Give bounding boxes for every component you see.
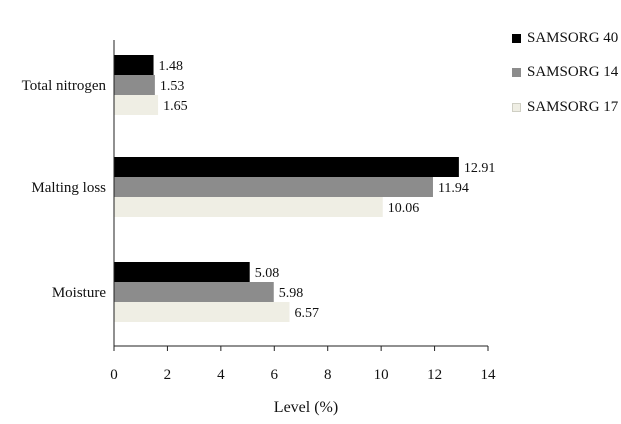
bar-2-0 [114,262,250,282]
bar-0-0 [114,55,154,75]
legend-item-2: SAMSORG 17 [512,99,618,116]
value-labels-layer: 1.48 1.53 1.65 12.91 11.94 10.06 5.085.98 6.57 [159,59,496,321]
x-tick-label-1: 2 [164,367,172,383]
value-label-0-1: 1.53 [160,79,185,94]
x-tick-label-5: 10 [374,367,389,383]
legend-item-1: SAMSORG 14 [512,64,618,81]
bar-1-1 [114,177,433,197]
x-tick-label-2: 4 [217,367,225,383]
value-label-0-2: 1.65 [163,99,188,114]
value-label-1-0: 12.91 [464,161,496,176]
category-label-1: Malting loss [31,180,106,196]
x-tick-label-0: 0 [110,367,118,383]
value-label-1-2: 10.06 [388,201,420,216]
value-label-2-0: 5.08 [255,266,279,281]
legend-label-0: SAMSORG 40 [527,30,619,46]
legend-swatch-2 [512,103,521,112]
legend-item-0: SAMSORG 40 [512,30,618,47]
value-label-1-1: 11.94 [438,181,469,196]
bar-0-2 [114,95,159,115]
bar-1-2 [114,197,383,217]
legend-label-1: SAMSORG 14 [527,64,619,80]
bar-2-1 [114,282,274,302]
x-tick-label-3: 6 [271,367,279,383]
value-label-0-0: 1.48 [159,59,184,74]
value-label-2-2: 6.57 [295,306,320,321]
axes-layer: Total nitrogen Malting loss Moisture 0 2 4 6 8 1… [22,40,496,383]
bar-2-2 [114,302,290,322]
bar-0-1 [114,75,155,95]
x-axis-label: Level (%) [274,399,338,416]
legend-swatch-1 [512,68,521,77]
x-tick-label-4: 8 [324,367,332,383]
bars-layer [114,55,459,322]
category-label-2: Moisture [52,285,107,301]
legend-swatch-0 [512,34,521,43]
value-label-2-1: 5.98 [279,286,304,301]
x-tick-label-7: 14 [481,367,497,383]
x-tick-label-6: 12 [427,367,442,383]
bar-1-0 [114,157,459,177]
legend-label-2: SAMSORG 17 [527,99,619,115]
category-label-0: Total nitrogen [22,78,107,94]
